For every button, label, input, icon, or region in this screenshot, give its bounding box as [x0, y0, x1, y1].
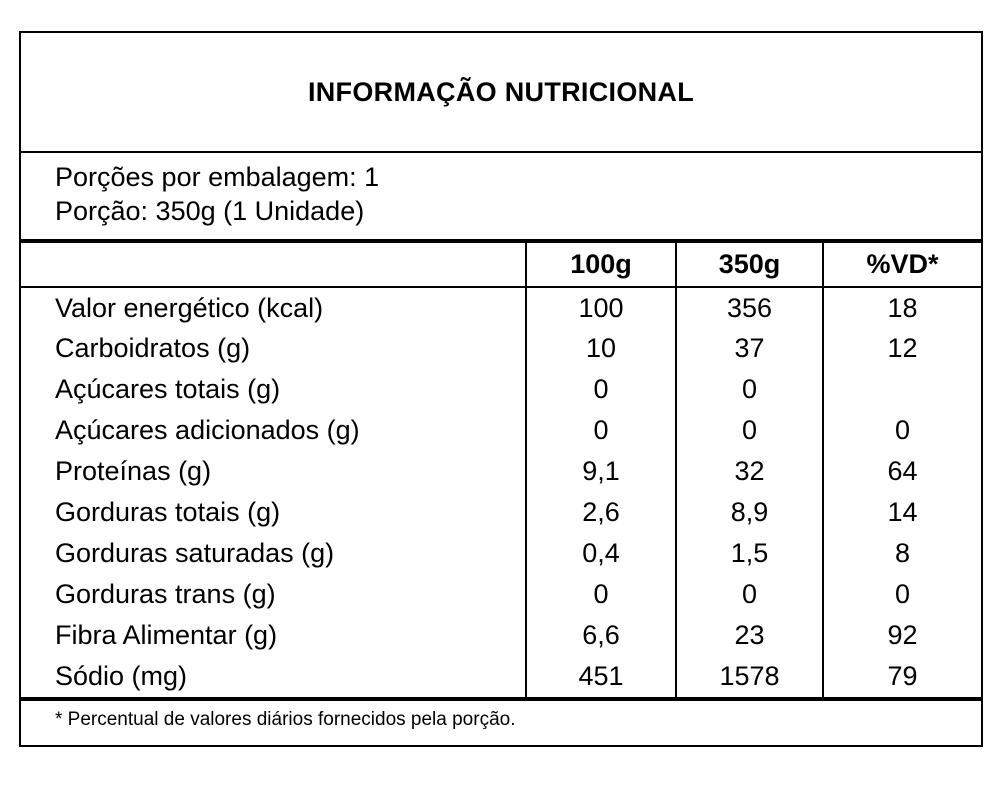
value-per-350g: 0 — [675, 574, 823, 615]
table-row: Gorduras totais (g) 2,6 8,9 14 — [21, 492, 981, 533]
value-per-100g: 0 — [525, 574, 676, 615]
value-per-350g: 0 — [675, 369, 823, 410]
value-per-350g: 32 — [675, 451, 823, 492]
value-per-100g: 0 — [525, 369, 676, 410]
value-per-350g: 1,5 — [675, 533, 823, 574]
daily-value-percent: 8 — [822, 533, 981, 574]
daily-value-percent: 14 — [822, 492, 981, 533]
daily-value-percent: 0 — [822, 410, 981, 451]
header-nutrient — [21, 243, 527, 288]
nutrient-table: 100g 350g %VD* Valor energético (kcal) 1… — [21, 243, 981, 697]
value-per-350g: 1578 — [675, 656, 823, 697]
table-header-row: 100g 350g %VD* — [21, 243, 981, 288]
daily-value-percent: 79 — [822, 656, 981, 697]
nutrient-name: Gorduras trans (g) — [55, 579, 276, 609]
table-row: Gorduras saturadas (g) 0,4 1,5 8 — [21, 533, 981, 574]
value-per-100g: 2,6 — [525, 492, 676, 533]
footnote: * Percentual de valores diários fornecid… — [21, 697, 981, 737]
serving-size: Porção: 350g (1 Unidade) — [55, 196, 365, 226]
value-per-350g: 356 — [675, 287, 823, 328]
value-per-100g: 0,4 — [525, 533, 676, 574]
nutrient-name: Valor energético (kcal) — [55, 292, 324, 323]
value-per-350g: 37 — [675, 328, 823, 369]
nutrient-name: Proteínas (g) — [55, 456, 212, 486]
header-daily-value: %VD* — [822, 243, 981, 288]
title-row: INFORMAÇÃO NUTRICIONAL — [21, 33, 981, 153]
value-per-100g: 100 — [525, 287, 676, 328]
value-per-350g: 0 — [675, 410, 823, 451]
nutrient-name: Sódio (mg) — [55, 661, 188, 691]
nutrition-facts-label: INFORMAÇÃO NUTRICIONAL Porções por embal… — [19, 31, 983, 747]
header-per-350g: 350g — [675, 243, 823, 288]
value-per-350g: 8,9 — [675, 492, 823, 533]
table-row: Valor energético (kcal) 100 356 18 — [21, 287, 981, 328]
value-per-100g: 6,6 — [525, 615, 676, 656]
value-per-100g: 9,1 — [525, 451, 676, 492]
nutrient-name: Gorduras totais (g) — [55, 497, 281, 527]
daily-value-percent: 18 — [822, 287, 981, 328]
table-row: Carboidratos (g) 10 37 12 — [21, 328, 981, 369]
table-row: Fibra Alimentar (g) 6,6 23 92 — [21, 615, 981, 656]
servings-per-package: Porções por embalagem: 1 — [55, 162, 380, 192]
nutrient-name: Fibra Alimentar (g) — [55, 620, 278, 650]
nutrient-name: Açúcares adicionados (g) — [55, 415, 360, 445]
daily-value-percent: 64 — [822, 451, 981, 492]
nutrient-name: Açúcares totais (g) — [55, 374, 281, 404]
daily-value-percent: 12 — [822, 328, 981, 369]
value-per-100g: 0 — [525, 410, 676, 451]
table-row: Açúcares totais (g) 0 0 — [21, 369, 981, 410]
table-row: Sódio (mg) 451 1578 79 — [21, 656, 981, 697]
label-title: INFORMAÇÃO NUTRICIONAL — [307, 76, 695, 107]
nutrient-name: Gorduras saturadas (g) — [55, 538, 335, 568]
table-row: Proteínas (g) 9,1 32 64 — [21, 451, 981, 492]
value-per-100g: 451 — [525, 656, 676, 697]
table-row: Açúcares adicionados (g) 0 0 0 — [21, 410, 981, 451]
table-row: Gorduras trans (g) 0 0 0 — [21, 574, 981, 615]
daily-value-percent: 0 — [822, 574, 981, 615]
header-per-100g: 100g — [525, 243, 676, 288]
daily-value-percent — [822, 369, 981, 410]
daily-value-percent: 92 — [822, 615, 981, 656]
value-per-350g: 23 — [675, 615, 823, 656]
value-per-100g: 10 — [525, 328, 676, 369]
nutrient-name: Carboidratos (g) — [55, 333, 251, 363]
serving-info: Porções por embalagem: 1 Porção: 350g (1… — [21, 153, 981, 243]
